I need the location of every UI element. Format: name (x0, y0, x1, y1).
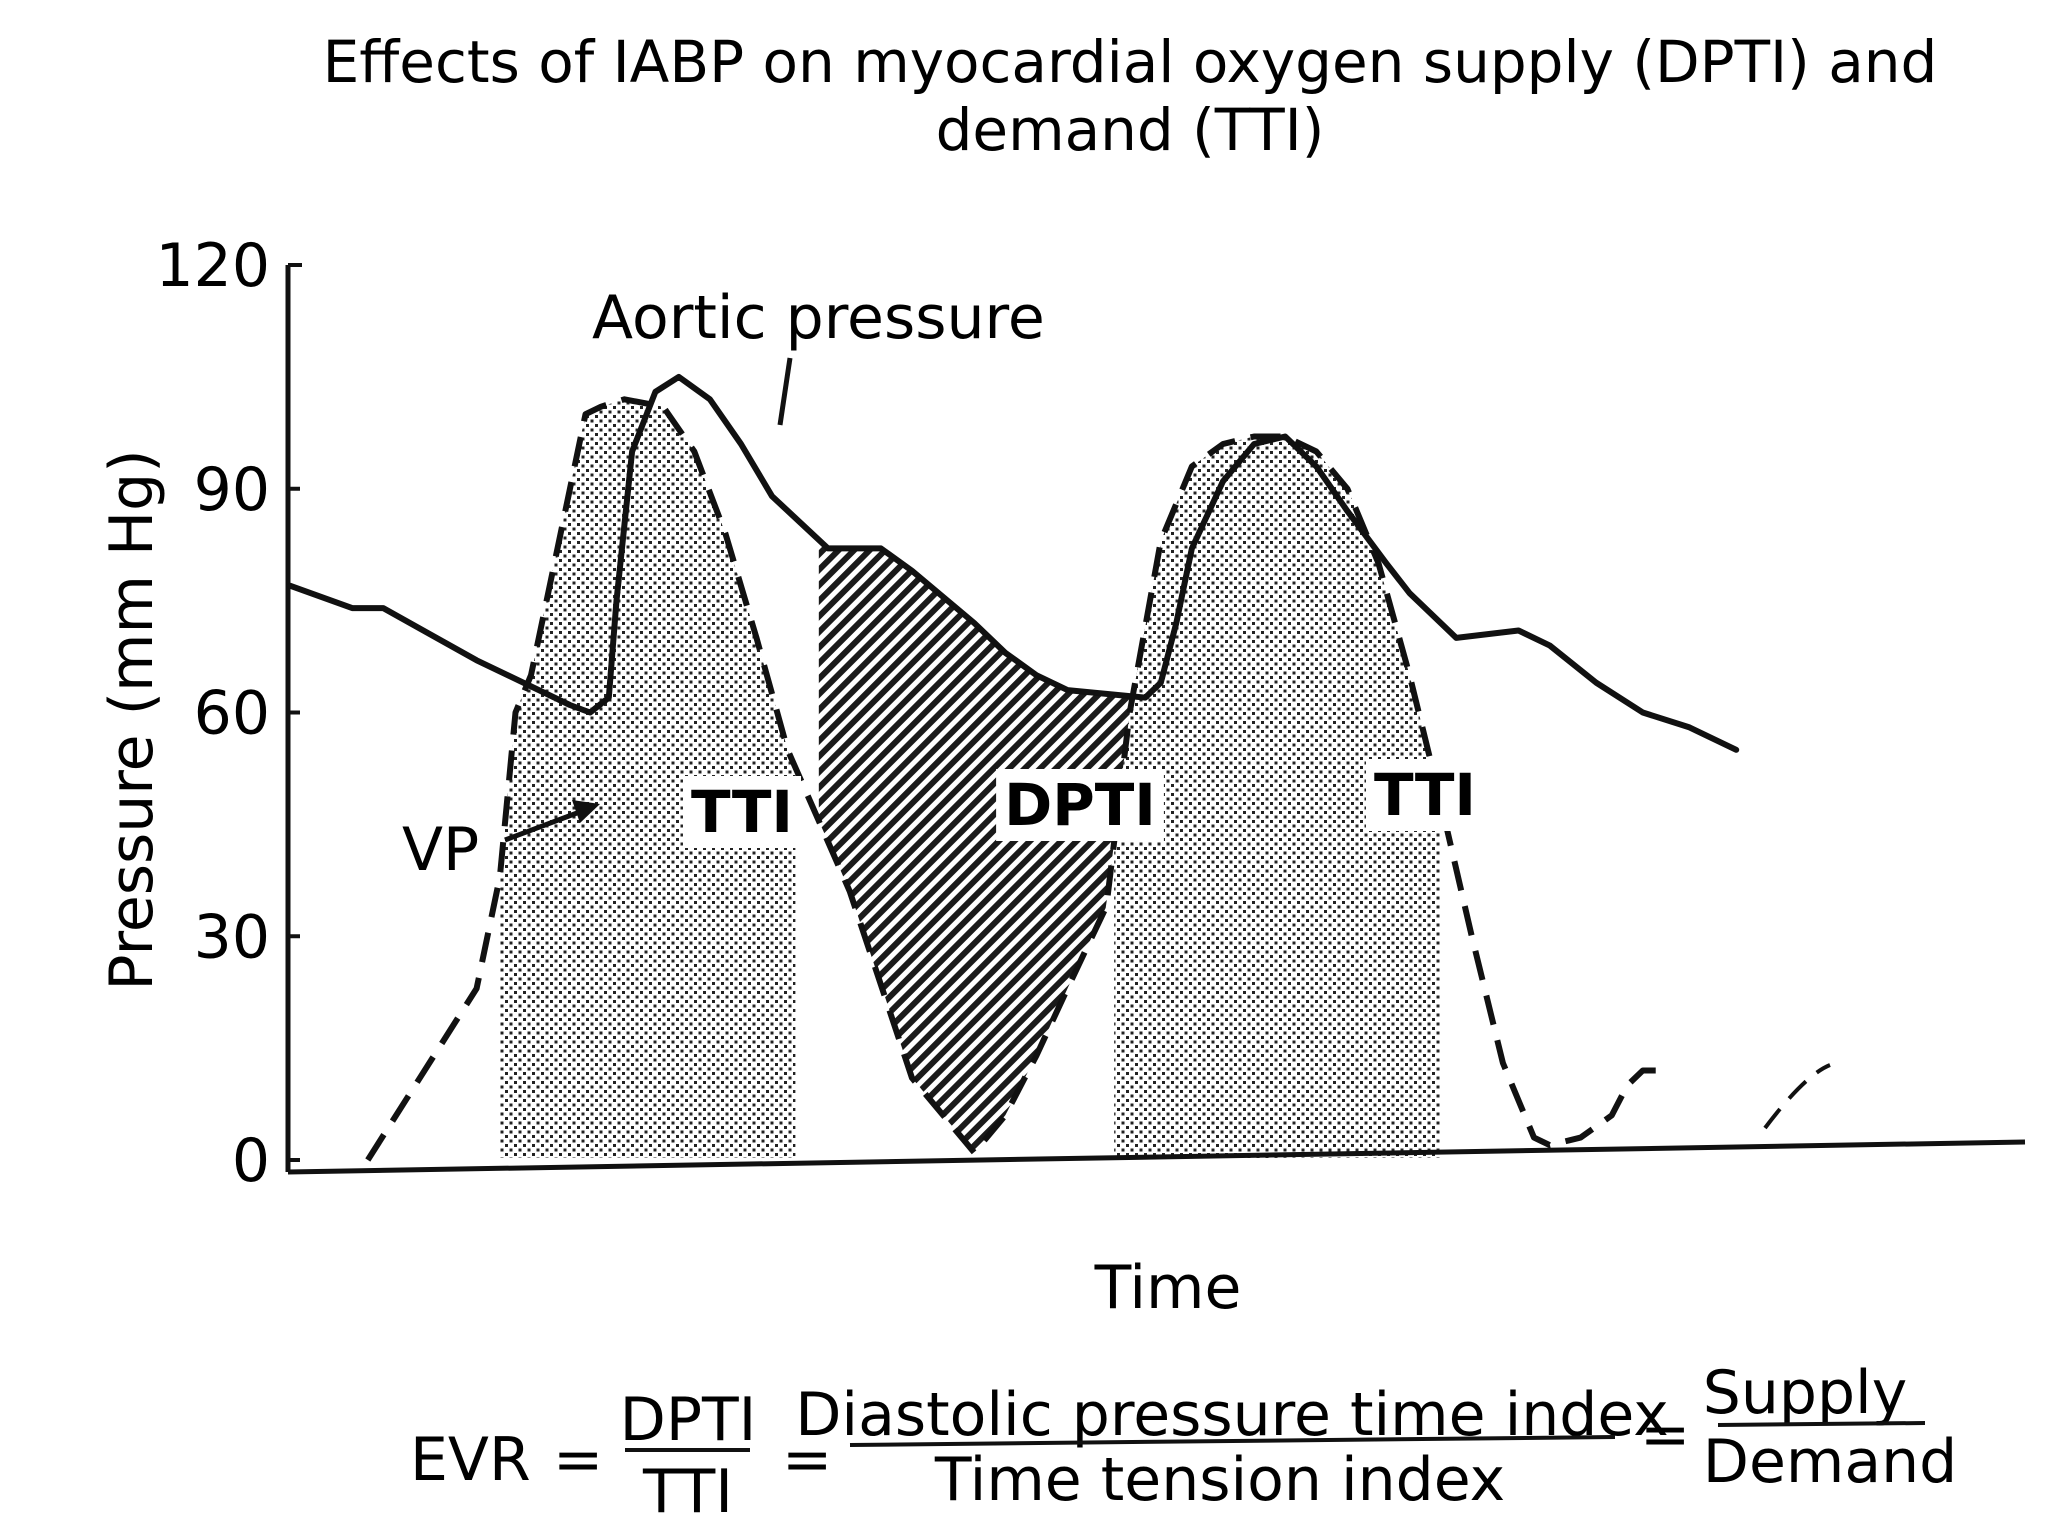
y-tick-label-60: 60 (194, 679, 270, 749)
full-fraction-bar (849, 1435, 1616, 1447)
aortic-pressure-annotation: Aortic pressure (592, 283, 1045, 353)
tti-region-1 (499, 399, 796, 1158)
result-fraction-bar (1717, 1421, 1926, 1427)
shaded-regions (499, 399, 1441, 1158)
label-dpti-background (996, 769, 1164, 841)
tti-region-2 (1114, 436, 1441, 1158)
vp-line (365, 396, 1659, 1162)
chart-title-line-1: Effects of IABP on myocardial oxygen sup… (323, 28, 1938, 96)
y-axis-title: Pressure (mm Hg) (97, 449, 167, 990)
tti-label-2: TTI (1374, 761, 1476, 829)
y-ticks: 0 30 60 90 120 (155, 231, 300, 1196)
ratio-denominator: TTI (642, 1457, 733, 1527)
x-axis-title: Time (1094, 1253, 1242, 1323)
vp-tail-line (1763, 1063, 1831, 1130)
equals-3: = (1640, 1400, 1690, 1470)
y-tick-label-0: 0 (232, 1126, 270, 1196)
tti-label-1: TTI (691, 778, 793, 846)
vp-pointer (504, 807, 586, 843)
evr-lhs: EVR (410, 1425, 531, 1495)
aortic-pressure-line (287, 373, 1740, 753)
aortic-pressure-pointer (777, 357, 793, 426)
y-tick-label-30: 30 (194, 902, 270, 972)
vp-pointer-arrowhead (572, 800, 600, 823)
dpti-label: DPTI (1004, 771, 1156, 839)
vp-annotation: VP (402, 815, 479, 885)
full-denominator: Time tension index (934, 1445, 1505, 1515)
x-axis-line (287, 1139, 2026, 1175)
result-numerator: Supply (1703, 1358, 1907, 1428)
ratio-numerator: DPTI (620, 1385, 757, 1455)
y-tick-label-120: 120 (155, 231, 270, 301)
equals-1: = (553, 1425, 603, 1495)
equals-2: = (782, 1425, 832, 1495)
y-tick-label-90: 90 (194, 455, 270, 525)
result-denominator: Demand (1703, 1427, 1957, 1497)
label-tti-2-background (1365, 759, 1485, 831)
evr-equation: EVR = DPTI TTI = Diastolic pressure time… (410, 1358, 1957, 1527)
chart-title-line-2: demand (TTI) (936, 96, 1325, 164)
label-tti-1-background (682, 776, 802, 848)
